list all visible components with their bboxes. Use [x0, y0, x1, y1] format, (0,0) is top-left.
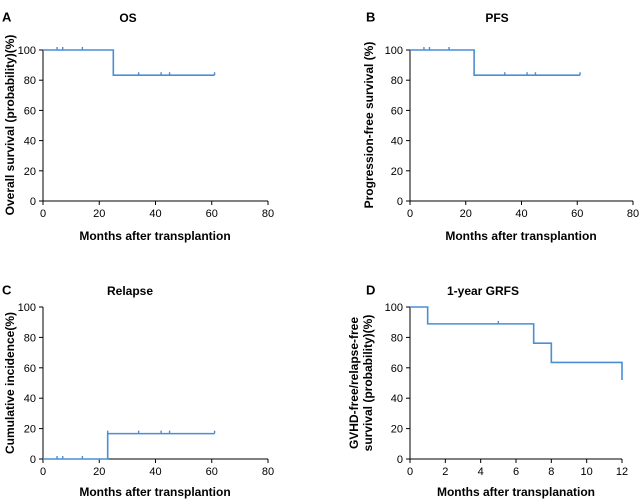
x-tick-label: 60	[206, 466, 218, 478]
y-tick-label: 40	[391, 393, 403, 405]
x-tick-label: 80	[627, 208, 639, 220]
x-axis-title: Months after transplanation	[437, 485, 595, 499]
x-tick-label: 80	[262, 208, 274, 220]
panel-letter: A	[2, 10, 12, 25]
x-tick-label: 40	[515, 208, 527, 220]
y-axis-title: GVHD-free/relapse-free	[347, 317, 361, 449]
x-tick-label: 0	[407, 208, 413, 220]
y-tick-label: 40	[391, 136, 403, 148]
x-tick-label: 12	[616, 466, 628, 478]
y-tick-label: 20	[24, 166, 36, 178]
y-tick-label: 100	[385, 302, 403, 314]
x-tick-label: 0	[40, 466, 46, 478]
y-tick-label: 80	[391, 332, 403, 344]
panel-b: B PFS 0 20 40 60 80 100 0 20 40 60 80 Months after tr…	[362, 10, 639, 243]
y-tick-label: 40	[24, 136, 36, 148]
panel-c: C Relapse 0 20 40 60 80 100 0 20 40 60 80 Months afte…	[2, 283, 274, 499]
y-tick-label: 20	[391, 424, 403, 436]
y-tick-label: 60	[391, 363, 403, 375]
y-tick-label: 20	[24, 424, 36, 436]
y-axis-title: Progression-free survival (%)	[362, 42, 376, 209]
panel-title: 1-year GRFS	[447, 284, 519, 298]
x-axis-title: Months after transplantion	[445, 229, 596, 243]
x-tick-label: 4	[478, 466, 484, 478]
x-tick-label: 40	[149, 466, 161, 478]
y-tick-label: 0	[397, 196, 403, 208]
x-tick-label: 20	[93, 466, 105, 478]
km-step-line	[43, 49, 215, 77]
x-tick-label: 0	[40, 208, 46, 220]
panel-title: PFS	[485, 11, 508, 25]
panel-letter: D	[366, 283, 375, 298]
panel-d: D 1-year GRFS 0 20 40 60 80 100 0 2 4 6 8 10 12 Months …	[347, 283, 628, 499]
y-tick-label: 100	[385, 45, 403, 57]
x-tick-label: 0	[407, 466, 413, 478]
y-tick-label: 0	[30, 196, 36, 208]
panel-letter: C	[2, 283, 12, 298]
panel-title: Relapse	[107, 284, 153, 298]
y-tick-label: 40	[24, 393, 36, 405]
y-tick-label: 0	[397, 454, 403, 466]
x-tick-label: 2	[442, 466, 448, 478]
y-tick-label: 60	[24, 105, 36, 117]
x-tick-label: 20	[93, 208, 105, 220]
y-axis-title: Overall survival (probability)(%)	[3, 35, 17, 216]
km-step-line	[410, 49, 581, 77]
x-tick-label: 80	[262, 466, 274, 478]
x-tick-label: 40	[149, 208, 161, 220]
y-axis-title: survival (probability)(%)	[361, 315, 375, 452]
panel-letter: B	[366, 10, 375, 25]
y-tick-label: 100	[18, 302, 36, 314]
y-tick-label: 60	[24, 363, 36, 375]
y-tick-label: 60	[391, 105, 403, 117]
x-axis-title: Months after transplantion	[79, 229, 230, 243]
y-tick-label: 80	[24, 332, 36, 344]
x-tick-label: 60	[571, 208, 583, 220]
y-tick-label: 20	[391, 166, 403, 178]
y-tick-label: 80	[24, 75, 36, 87]
x-tick-label: 6	[513, 466, 519, 478]
x-tick-label: 60	[206, 208, 218, 220]
x-axis-title: Months after transplantion	[79, 485, 230, 499]
km-step-line	[43, 432, 215, 460]
y-tick-label: 80	[391, 75, 403, 87]
x-tick-label: 10	[581, 466, 593, 478]
km-step-line	[410, 306, 623, 380]
x-tick-label: 8	[548, 466, 554, 478]
panel-title: OS	[119, 11, 136, 25]
y-axis-title: Cumulative incidence(%)	[3, 312, 17, 454]
y-tick-label: 0	[30, 454, 36, 466]
panel-a: A OS 0 20 40 60 80 100 0 20 40 60 80 Months after tra…	[2, 10, 274, 243]
y-tick-label: 100	[18, 45, 36, 57]
x-tick-label: 20	[460, 208, 472, 220]
